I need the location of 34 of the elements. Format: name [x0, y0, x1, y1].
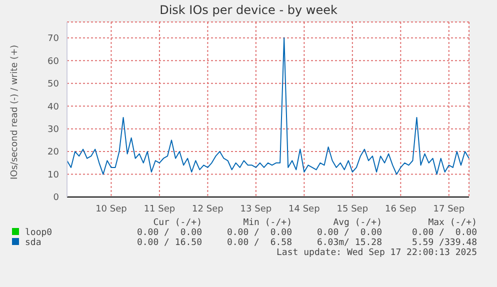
x-tick-label: 11 Sep	[144, 204, 176, 214]
y-tick-label: 50	[48, 80, 60, 90]
text: 6.03m/ 15.28	[316, 238, 382, 248]
y-tick-label: 10	[48, 170, 60, 180]
text: 5.59 /339.48	[410, 238, 477, 248]
text: 0.00 / 16.50	[136, 238, 202, 248]
x-tick-label: 13 Sep	[240, 204, 272, 214]
x-tick-label: 12 Sep	[192, 204, 224, 214]
y-tick-label: 20	[48, 148, 60, 158]
line-series	[67, 37, 469, 175]
y-tick-label: 30	[48, 125, 60, 136]
text: Last update: Wed Sep 17 22:00:13 2025	[276, 248, 477, 258]
text: 0.00 / 0.00	[136, 228, 202, 238]
y-tick-label: 60	[48, 56, 60, 67]
x-tick-label: 16 Sep	[385, 204, 417, 214]
y-tick-label: 40	[48, 102, 60, 112]
text: Cur (-/+)	[152, 218, 202, 228]
legend-label: loop0	[24, 228, 54, 238]
text: Avg (-/+)	[332, 218, 382, 228]
y-tick-label: 70	[48, 34, 60, 44]
legend-label: sda	[24, 238, 42, 248]
text: 0.00 / 0.00	[316, 228, 382, 238]
text: Min (-/+)	[242, 218, 292, 228]
chart-title: Disk IOs per device - by week	[158, 3, 338, 17]
x-tick-label: 10 Sep	[96, 204, 128, 214]
text: Max (-/+)	[427, 218, 477, 228]
text: 0.00 / 6.58	[226, 238, 292, 248]
y-tick-label: 0	[53, 193, 60, 204]
x-tick-label: 17 Sep	[433, 204, 465, 214]
x-tick-label: 14 Sep	[288, 204, 320, 214]
text: 0.00 / 0.00	[226, 228, 292, 238]
y-axis-title: IOs/second read (-) / write (+)	[10, 44, 20, 180]
text: 0.00 / 0.00	[410, 228, 477, 238]
x-tick-label: 15 Sep	[336, 204, 368, 214]
